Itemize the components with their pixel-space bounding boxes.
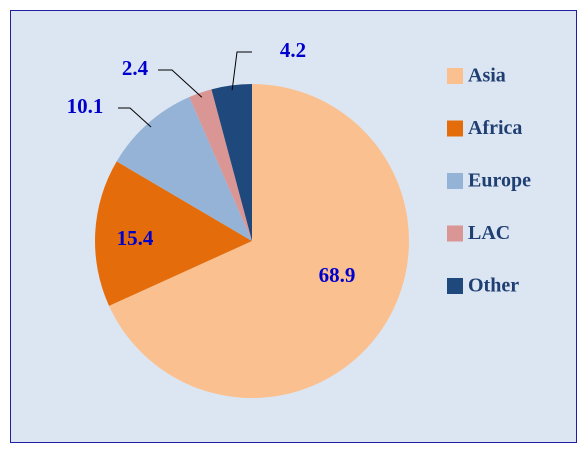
leader-line xyxy=(118,107,152,128)
data-label: 15.4 xyxy=(117,226,154,250)
legend-swatch xyxy=(447,120,463,137)
pie-slice xyxy=(211,84,252,241)
leader-line xyxy=(158,69,203,98)
legend-swatch xyxy=(447,278,463,294)
legend-label: Asia xyxy=(468,65,506,87)
data-label: 68.9 xyxy=(319,263,356,287)
data-label: 2.4 xyxy=(122,56,149,80)
legend-swatch xyxy=(447,68,463,84)
leader-line xyxy=(231,51,252,91)
pie-slice xyxy=(95,161,252,306)
pie-slice xyxy=(116,97,252,241)
pie-slice xyxy=(189,89,252,241)
legend-label: LAC xyxy=(468,222,510,244)
legend-swatch xyxy=(447,173,463,189)
data-label: 4.2 xyxy=(280,38,306,62)
legend-label: Africa xyxy=(468,117,522,139)
pie-slice xyxy=(109,84,410,399)
legend-swatch xyxy=(447,225,463,242)
legend-label: Other xyxy=(468,275,519,297)
data-label: 10.1 xyxy=(67,94,104,118)
legend-label: Europe xyxy=(468,170,531,192)
